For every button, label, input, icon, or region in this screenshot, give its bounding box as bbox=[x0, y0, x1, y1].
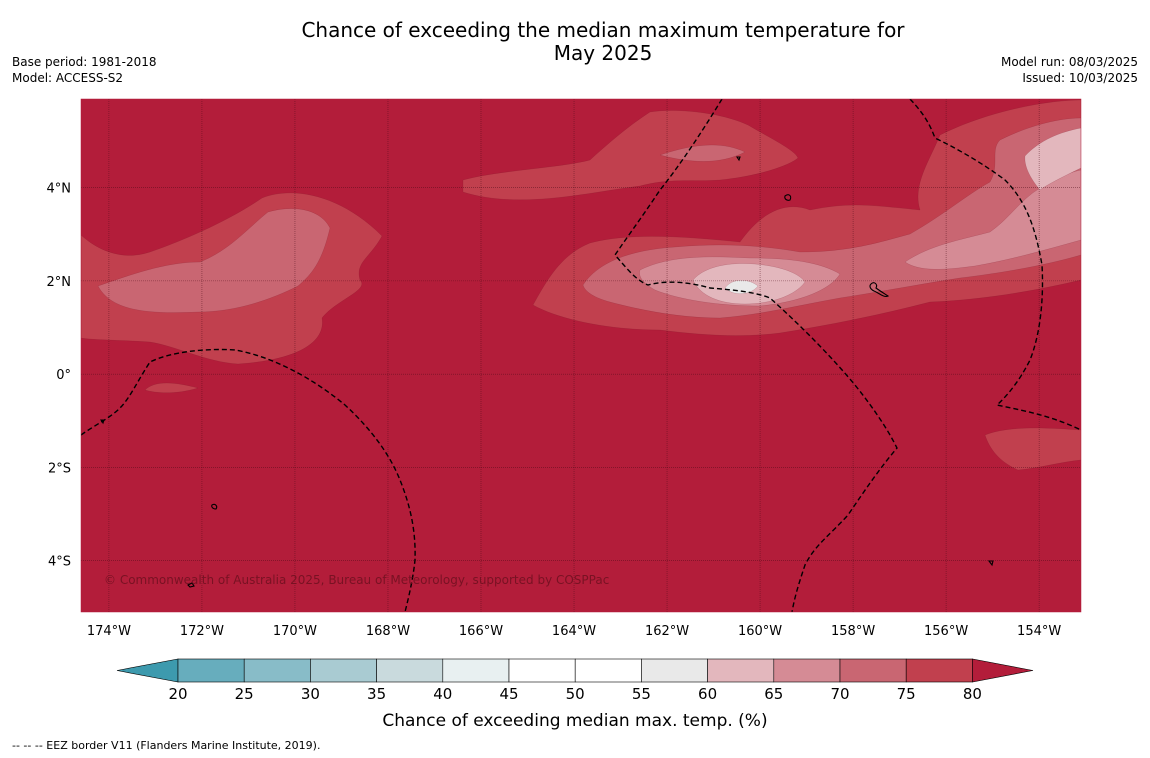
lat-tick-label: 4°S bbox=[48, 555, 71, 570]
colorbar-tick-label: 50 bbox=[566, 685, 585, 703]
model-text: Model: ACCESS-S2 bbox=[12, 71, 124, 85]
plot-frame bbox=[80, 98, 1082, 613]
island-outline bbox=[187, 582, 195, 588]
title-line-1: Chance of exceeding the median maximum t… bbox=[301, 18, 905, 42]
map-title: Chance of exceeding the median maximum t… bbox=[200, 19, 1006, 65]
colorbar-tick-label: 65 bbox=[764, 685, 783, 703]
lon-tick-label: 154°W bbox=[1017, 624, 1061, 639]
colorbar-label: Chance of exceeding median max. temp. (%… bbox=[382, 711, 767, 731]
lon-tick-label: 162°W bbox=[645, 624, 689, 639]
base-period-text: Base period: 1981-2018 bbox=[12, 55, 157, 69]
colorbar-swatch bbox=[376, 658, 444, 683]
colorbar-tick-label: 55 bbox=[632, 685, 651, 703]
lat-tick-label: 0° bbox=[56, 368, 71, 383]
lon-tick-label: 156°W bbox=[924, 624, 968, 639]
colorbar-swatch bbox=[243, 658, 311, 683]
eez-footer-note: -- -- -- EEZ border V11 (Flanders Marine… bbox=[12, 739, 321, 752]
eez-border-west bbox=[81, 348, 416, 612]
island-outline bbox=[869, 282, 890, 297]
colorbar-tick-label: 45 bbox=[499, 685, 518, 703]
eez-border-east bbox=[909, 99, 1081, 431]
plot-area: © Commonwealth of Australia 2025, Bureau… bbox=[81, 99, 1081, 612]
eez-borders bbox=[81, 99, 1081, 612]
colorbar-swatch bbox=[310, 658, 377, 683]
lon-tick-label: 172°W bbox=[180, 624, 224, 639]
graticule bbox=[81, 99, 1081, 612]
colorbar-swatch bbox=[773, 658, 841, 683]
colorbar-tick-label: 25 bbox=[235, 685, 254, 703]
colorbar-swatch bbox=[177, 658, 245, 683]
lon-tick-label: 164°W bbox=[552, 624, 596, 639]
colorbar-tick-label: 80 bbox=[963, 685, 982, 703]
islands bbox=[99, 156, 994, 588]
longitude-axis: 174°W 172°W 170°W 168°W 166°W 164°W 162°W 160°W… bbox=[87, 624, 1062, 639]
colorbar-swatch bbox=[839, 658, 907, 683]
colorbar-tick-label: 75 bbox=[897, 685, 916, 703]
colorbar-swatch bbox=[641, 658, 708, 683]
colorbar-tick-label: 30 bbox=[301, 685, 320, 703]
issued-text: Issued: 10/03/2025 bbox=[1022, 71, 1138, 85]
model-run-text: Model run: 08/03/2025 bbox=[1000, 55, 1138, 69]
colorbar-tick-label: 60 bbox=[698, 685, 717, 703]
latitude-axis: 4°N 2°N 0° 2°S 4°S bbox=[47, 182, 72, 570]
lat-tick-label: 4°N bbox=[47, 182, 72, 197]
lon-tick-label: 170°W bbox=[273, 624, 317, 639]
island-outline bbox=[99, 419, 105, 425]
lon-tick-label: 174°W bbox=[87, 624, 131, 639]
colorbar-ticks: 20 25 30 35 40 45 50 55 60 65 70 75 80 bbox=[168, 685, 981, 703]
colorbar-swatch bbox=[442, 658, 510, 683]
colorbar-tick-label: 70 bbox=[830, 685, 849, 703]
colorbar-swatch bbox=[508, 658, 576, 683]
lon-tick-label: 166°W bbox=[459, 624, 503, 639]
copyright-notice: © Commonwealth of Australia 2025, Bureau… bbox=[104, 573, 609, 587]
colorbar-swatch bbox=[707, 658, 775, 683]
colorbar-extend-high bbox=[972, 658, 1034, 683]
colorbar-swatch bbox=[574, 658, 642, 683]
colorbar-swatch bbox=[905, 658, 973, 683]
island-outline bbox=[784, 194, 792, 201]
header-left-info: Base period: 1981-2018 Model: ACCESS-S2 bbox=[12, 54, 157, 86]
colorbar-tick-label: 40 bbox=[433, 685, 452, 703]
header-right-info: Model run: 08/03/2025 Issued: 10/03/2025 bbox=[1001, 54, 1138, 86]
island-outline bbox=[987, 560, 994, 567]
colorbar-tick-label: 35 bbox=[367, 685, 386, 703]
colorbar-tick-label: 20 bbox=[168, 685, 187, 703]
island-outline bbox=[211, 503, 218, 510]
colorbar bbox=[116, 658, 1034, 683]
lat-tick-label: 2°S bbox=[48, 461, 71, 476]
lon-tick-label: 168°W bbox=[366, 624, 410, 639]
lon-tick-label: 158°W bbox=[831, 624, 875, 639]
lon-tick-label: 160°W bbox=[738, 624, 782, 639]
island-outline bbox=[735, 156, 741, 162]
colorbar-extend-low bbox=[116, 658, 179, 683]
lat-tick-label: 2°N bbox=[47, 275, 72, 290]
eez-border-central bbox=[614, 99, 898, 612]
title-line-2: May 2025 bbox=[553, 41, 653, 65]
